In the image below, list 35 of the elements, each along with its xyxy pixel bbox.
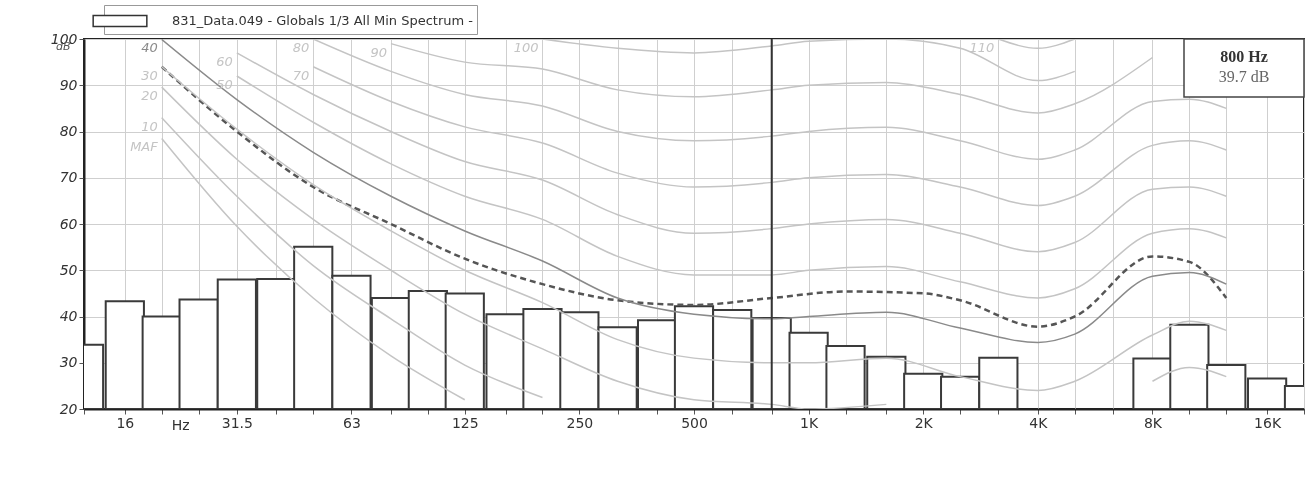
x-tick-label: 4K	[1029, 414, 1049, 431]
series-label: 50	[216, 77, 233, 92]
series-label: 20	[141, 88, 158, 104]
annotation: 39.7 dB	[1218, 68, 1270, 85]
series-label: MAF	[130, 139, 159, 155]
series-label: 80	[292, 40, 310, 55]
x-tick-label: 31.5	[221, 414, 253, 431]
x-tick-label: 2K	[914, 414, 934, 431]
series-label: 90	[370, 44, 387, 60]
series-label: 60	[216, 53, 233, 69]
x-axis-title: Hz	[171, 416, 190, 433]
y-tick-label: 40	[59, 308, 78, 324]
y-tick-label: 50	[59, 261, 78, 278]
x-tick-label: 250	[566, 414, 594, 431]
x-tick-label: 500	[681, 414, 708, 431]
series-label: 100	[513, 40, 539, 55]
y-tick-label: 80	[59, 123, 78, 139]
series-label: 30	[141, 67, 158, 83]
y-tick-label: 60	[59, 215, 78, 232]
x-tick-label: 16K	[1254, 414, 1282, 431]
series-label: 10	[141, 118, 158, 134]
series-label: 110	[969, 40, 995, 55]
legend-label: 831_Data.049 - Globals 1/3 All Min Spectrum -	[172, 13, 474, 28]
annotation: 800 Hz	[1220, 48, 1268, 65]
x-tick-label: 8K	[1143, 414, 1163, 431]
y-tick-label: 90	[59, 76, 78, 93]
x-tick-label: 1K	[800, 414, 819, 431]
y-tick-label: 70	[59, 169, 78, 186]
x-tick-label: 16	[116, 414, 135, 431]
y-tick-label: 20	[59, 400, 78, 417]
series-label: 40	[141, 40, 158, 56]
y-tick-label: 30	[59, 354, 78, 371]
series-label: 70	[292, 67, 310, 83]
x-tick-label: 63	[343, 414, 361, 431]
x-tick-label: 125	[451, 414, 479, 431]
